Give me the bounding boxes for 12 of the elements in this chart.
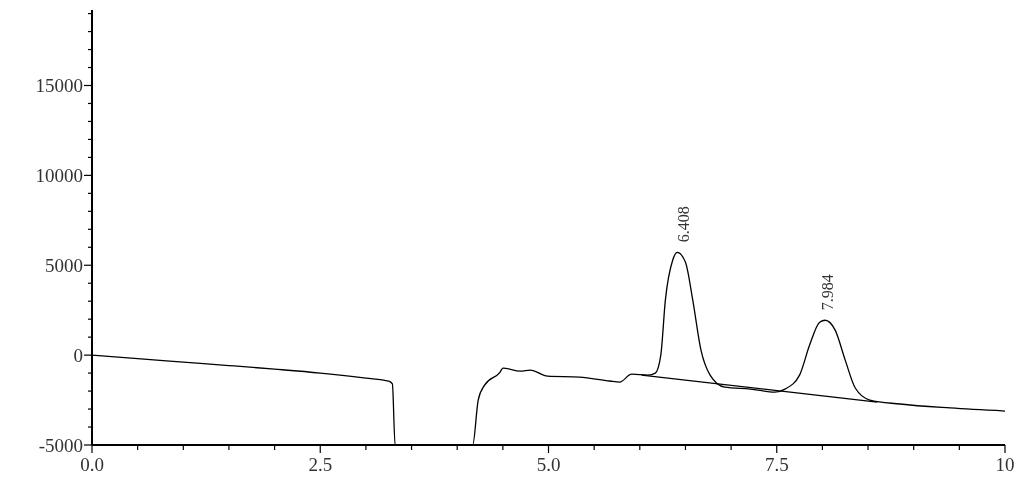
- x-tick-label: 7.5: [764, 454, 789, 475]
- y-tick-label: -5000: [38, 434, 83, 456]
- y-tick-label: 0: [73, 344, 83, 366]
- annotation: 6.408: [675, 206, 693, 243]
- x-tick-label: 10: [995, 454, 1015, 475]
- y-tick-label: 5000: [45, 254, 83, 276]
- annotation: 7.984: [818, 274, 836, 311]
- x-tick-label: 0.0: [80, 454, 104, 475]
- x-tick-label: 2.5: [308, 454, 333, 475]
- y-tick-label: 15000: [35, 75, 83, 97]
- y-tick-label: 10000: [35, 165, 83, 187]
- x-tick-label: 5.0: [536, 454, 561, 475]
